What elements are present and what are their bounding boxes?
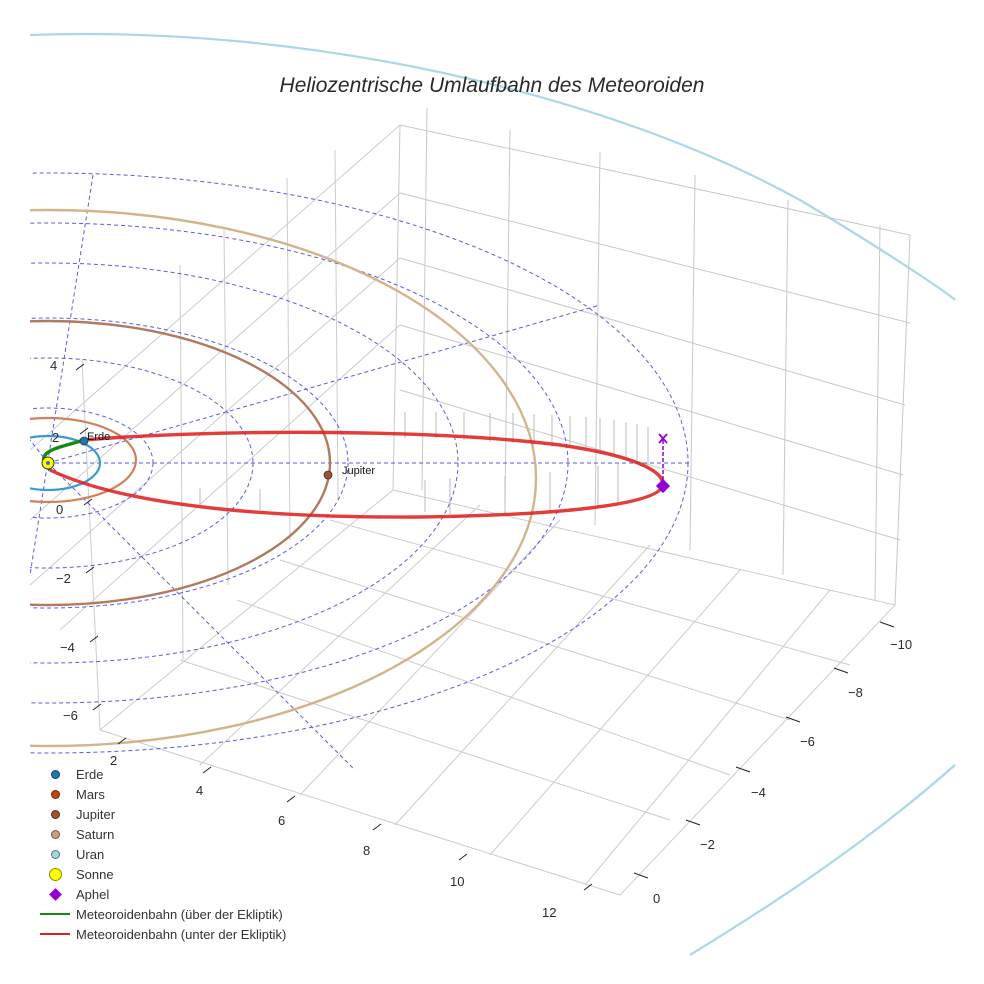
axis-tick-marks [75, 363, 895, 891]
earth-marker [79, 436, 89, 446]
z-tick-neg4: −4 [60, 640, 75, 655]
legend: Erde Mars Jupiter Saturn Uran Sonne Aphe… [34, 764, 286, 944]
saturn-orbit [30, 208, 538, 748]
jupiter-marker [323, 470, 333, 480]
legend-item-jupiter[interactable]: Jupiter [34, 804, 286, 824]
legend-item-sonne[interactable]: Sonne [34, 864, 286, 884]
aphelion-projection-x-icon [658, 433, 668, 444]
legend-label: Meteoroidenbahn (unter der Ekliptik) [76, 926, 287, 942]
line-icon [40, 913, 70, 915]
z-tick-2: 2 [52, 430, 60, 445]
circle-icon [50, 789, 60, 799]
mars-orbit [30, 416, 138, 504]
legend-label: Jupiter [76, 806, 116, 822]
y-tick-neg10: −10 [890, 637, 913, 652]
y-tick-neg2: −2 [700, 837, 715, 852]
circle-icon [50, 769, 60, 779]
legend-label: Mars [76, 786, 105, 802]
aphelion-marker[interactable] [655, 433, 671, 494]
aphelion-diamond-icon [655, 478, 671, 494]
x-tick-6: 6 [278, 813, 286, 828]
y-tick-neg6: −6 [800, 734, 815, 749]
y-tick-neg8: −8 [848, 685, 863, 700]
y-tick-0: 0 [653, 891, 661, 906]
x-tick-12: 12 [542, 905, 557, 920]
x-tick-10: 10 [450, 874, 465, 889]
grid-back-wall [392, 107, 911, 606]
jupiter-orbit [30, 319, 332, 607]
z-tick-0: 0 [56, 502, 64, 517]
chart-title: Heliozentrische Umlaufbahn des Meteoroid… [279, 74, 705, 97]
z-tick-neg2: −2 [56, 571, 71, 586]
jupiter-annotation: Jupiter [342, 465, 376, 477]
legend-label: Sonne [76, 866, 114, 882]
legend-item-orbit-above[interactable]: Meteoroidenbahn (über der Ekliptik) [34, 904, 286, 924]
z-tick-neg6: −6 [63, 708, 78, 723]
legend-item-aphel[interactable]: Aphel [34, 884, 286, 904]
legend-item-erde[interactable]: Erde [34, 764, 286, 784]
circle-icon [50, 829, 60, 839]
legend-label: Uran [76, 846, 105, 862]
bodies[interactable] [41, 436, 333, 480]
legend-item-saturn[interactable]: Saturn [34, 824, 286, 844]
legend-label: Meteoroidenbahn (über der Ekliptik) [76, 906, 283, 922]
line-icon [40, 933, 70, 935]
legend-label: Erde [76, 766, 104, 782]
y-tick-neg4: −4 [751, 785, 766, 800]
x-tick-2: 2 [110, 753, 118, 768]
x-tick-8: 8 [363, 843, 371, 858]
z-tick-4: 4 [50, 358, 58, 373]
legend-label: Saturn [76, 826, 115, 842]
ecliptic-grid [30, 172, 690, 771]
earth-annotation: Erde [87, 431, 111, 443]
diamond-icon [48, 887, 62, 901]
earth-orbit [30, 434, 102, 492]
legend-item-orbit-below[interactable]: Meteoroidenbahn (unter der Ekliptik) [34, 924, 286, 944]
legend-item-mars[interactable]: Mars [34, 784, 286, 804]
circle-icon [50, 809, 60, 819]
legend-item-uran[interactable]: Uran [34, 844, 286, 864]
x-tick-4: 4 [196, 783, 204, 798]
circle-icon [50, 849, 60, 859]
grid-left-wall [29, 124, 401, 731]
grid-floor [99, 489, 896, 896]
legend-label: Aphel [76, 886, 110, 902]
uranus-orbit [30, 32, 956, 956]
planet-orbits [30, 208, 538, 748]
circle-icon [48, 867, 62, 881]
